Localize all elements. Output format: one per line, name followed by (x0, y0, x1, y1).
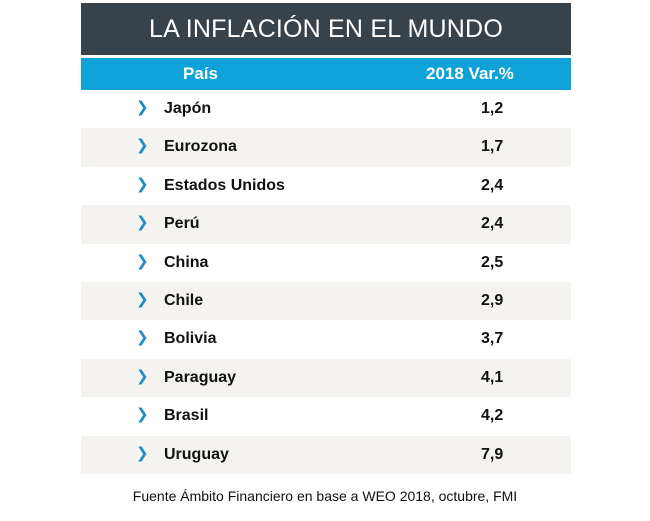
table-row: ❯ Eurozona 1,7 (81, 128, 571, 167)
table-header: País 2018 Var.% (81, 58, 571, 90)
column-header-value: 2018 Var.% (426, 64, 514, 83)
country-name: Paraguay (164, 368, 237, 386)
chevron-right-icon: ❯ (136, 406, 149, 424)
chevron-right-icon: ❯ (136, 99, 149, 116)
table-row: ❯ Brasil 4,2 (81, 397, 571, 435)
table-body: ❯ Japón 1,2 ❯ Eurozona 1,7 ❯ Estados Unidos 2,4 ❯… (81, 90, 571, 474)
chevron-right-icon: ❯ (136, 367, 149, 385)
country-name: Uruguay (164, 445, 229, 463)
country-name: Estados Unidos (164, 176, 285, 194)
inflation-value: 4,2 (481, 407, 504, 425)
table-row: ❯ Perú 2,4 (81, 205, 571, 244)
inflation-value: 1,7 (481, 138, 504, 156)
chevron-right-icon: ❯ (136, 137, 149, 155)
inflation-value: 2,4 (481, 215, 504, 233)
inflation-value: 2,4 (481, 176, 504, 194)
column-header-country: País (183, 64, 218, 83)
table-row: ❯ Bolivia 3,7 (81, 320, 571, 358)
table-row: ❯ China 2,5 (81, 244, 571, 282)
table-row: ❯ Japón 1,2 (81, 90, 571, 128)
table-row: ❯ Estados Unidos 2,4 (81, 167, 571, 205)
country-name: Chile (164, 291, 204, 309)
country-name: Perú (164, 215, 200, 233)
chevron-right-icon: ❯ (136, 214, 149, 232)
country-name: Japón (164, 100, 212, 117)
table-title: LA INFLACIÓN EN EL MUNDO (81, 3, 571, 55)
chevron-right-icon: ❯ (136, 175, 149, 193)
table-row: ❯ Chile 2,9 (81, 281, 571, 321)
chevron-right-icon: ❯ (136, 329, 149, 347)
inflation-value: 1,2 (481, 100, 504, 117)
inflation-value: 2,9 (481, 291, 504, 309)
table-row: ❯ Paraguay 4,1 (81, 358, 571, 398)
table-row: ❯ Uruguay 7,9 (81, 435, 571, 474)
country-name: Eurozona (164, 138, 237, 156)
source-note: Fuente Ámbito Financiero en base a WEO 2… (132, 488, 518, 504)
chevron-right-icon: ❯ (136, 290, 149, 308)
country-name: China (164, 253, 209, 271)
chevron-right-icon: ❯ (136, 252, 149, 270)
inflation-table: LA INFLACIÓN EN EL MUNDO País 2018 Var.%… (81, 3, 571, 474)
chevron-right-icon: ❯ (136, 444, 149, 462)
inflation-value: 3,7 (481, 330, 504, 348)
country-name: Bolivia (164, 330, 217, 348)
country-name: Brasil (164, 407, 209, 425)
inflation-value: 2,5 (481, 253, 504, 271)
inflation-value: 4,1 (481, 368, 504, 386)
inflation-value: 7,9 (481, 445, 504, 463)
